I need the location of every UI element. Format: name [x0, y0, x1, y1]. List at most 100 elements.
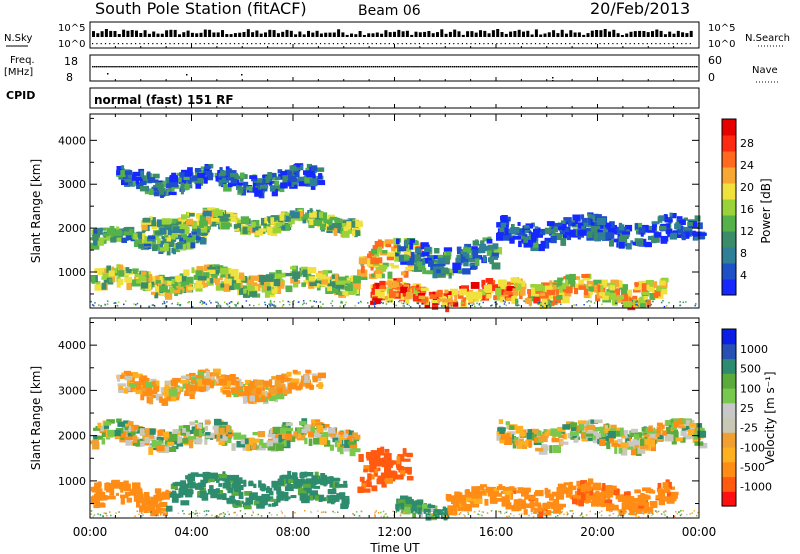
data-cell: [166, 289, 174, 294]
data-cell: [491, 495, 496, 500]
data-cell: [341, 231, 350, 238]
data-cell: [321, 274, 327, 280]
freq-point: [534, 66, 536, 68]
data-cell: [675, 437, 683, 442]
noise-cell: [663, 305, 666, 308]
data-cell: [589, 290, 594, 295]
nsky-bar: [190, 32, 194, 37]
data-cell: [552, 284, 557, 292]
nsky-bar: [423, 31, 427, 37]
noise-cell: [322, 303, 324, 305]
data-cell: [569, 229, 576, 238]
colorbar-tick-label: 8: [740, 247, 747, 260]
data-cell: [290, 495, 297, 499]
nsearch-dot: [474, 43, 476, 45]
noise-cell: [133, 303, 135, 305]
data-cell: [121, 372, 129, 379]
data-cell: [387, 280, 392, 288]
data-cell: [398, 254, 408, 262]
noise-cell: [496, 303, 498, 305]
data-cell: [324, 440, 331, 447]
noise-cell: [235, 305, 237, 307]
nsearch-dot: [612, 43, 614, 45]
noise-cell: [570, 510, 572, 512]
data-cell: [406, 258, 415, 266]
data-cell: [162, 180, 167, 185]
data-cell: [415, 291, 420, 296]
noise-cell: [374, 305, 376, 308]
data-cell: [650, 501, 658, 507]
freq-point: [283, 66, 286, 68]
data-cell: [120, 498, 125, 505]
data-cell: [618, 509, 625, 516]
data-cell: [464, 489, 470, 496]
data-cell: [585, 433, 594, 437]
data-cell: [519, 501, 527, 509]
freq-outlier: [107, 73, 109, 75]
data-cell: [498, 279, 507, 287]
freq-point: [231, 66, 233, 68]
freq-point: [401, 66, 403, 68]
freq-point: [405, 66, 407, 68]
freq-point: [279, 66, 282, 68]
data-cell: [692, 437, 700, 443]
data-cell: [514, 439, 519, 445]
data-cell: [103, 425, 110, 429]
data-cell: [169, 175, 179, 183]
noise-cell: [461, 510, 464, 513]
nsearch-dot: [582, 43, 584, 45]
data-cell: [314, 280, 322, 285]
data-cell: [316, 209, 321, 218]
freq-point: [457, 66, 460, 68]
colorbar-segment: [722, 476, 736, 492]
data-cell: [240, 439, 247, 445]
noise-cell: [553, 304, 555, 307]
colorbar-segment: [722, 447, 736, 463]
data-cell: [310, 419, 316, 423]
data-cell: [135, 386, 143, 395]
noise-cell: [92, 515, 94, 518]
freq-point: [562, 66, 565, 68]
data-cell: [304, 424, 311, 432]
data-cell: [117, 374, 121, 382]
freq-point: [403, 66, 405, 68]
colorbar-segment: [722, 279, 736, 296]
nsearch-dot: [152, 43, 154, 45]
data-cell: [370, 248, 378, 255]
freq-point: [564, 66, 567, 68]
data-cell: [491, 284, 501, 291]
data-cell: [315, 422, 321, 426]
nsky-bar: [315, 30, 319, 37]
noise-cell: [678, 511, 680, 513]
data-cell: [123, 480, 127, 488]
data-cell: [405, 266, 415, 271]
nsky-bar: [569, 30, 573, 37]
data-cell: [287, 180, 292, 187]
noise-cell: [532, 510, 535, 512]
nsky-bar: [496, 29, 500, 37]
nsearch-dot: [676, 43, 678, 45]
data-cell: [264, 291, 270, 298]
data-cell: [530, 295, 537, 302]
data-cell: [523, 239, 532, 248]
data-cell: [192, 234, 197, 240]
nsky-bar: [612, 29, 616, 37]
freq-point: [659, 66, 662, 68]
data-cell: [140, 375, 148, 380]
colorbar-tick-label: -500: [740, 461, 765, 474]
nsearch-dot: [268, 43, 270, 45]
nsky-bar: [491, 30, 495, 37]
noise-cell: [405, 510, 408, 513]
noise-cell: [665, 510, 667, 513]
data-cell: [199, 490, 207, 499]
data-cell: [312, 475, 318, 480]
data-cell: [257, 186, 266, 193]
data-cell: [656, 426, 661, 434]
noise-cell: [566, 514, 568, 516]
data-cell: [415, 500, 424, 506]
data-cell: [94, 284, 103, 291]
data-cell: [640, 232, 644, 237]
data-cell: [342, 280, 351, 284]
data-cell: [150, 217, 156, 222]
data-cell: [403, 284, 410, 288]
